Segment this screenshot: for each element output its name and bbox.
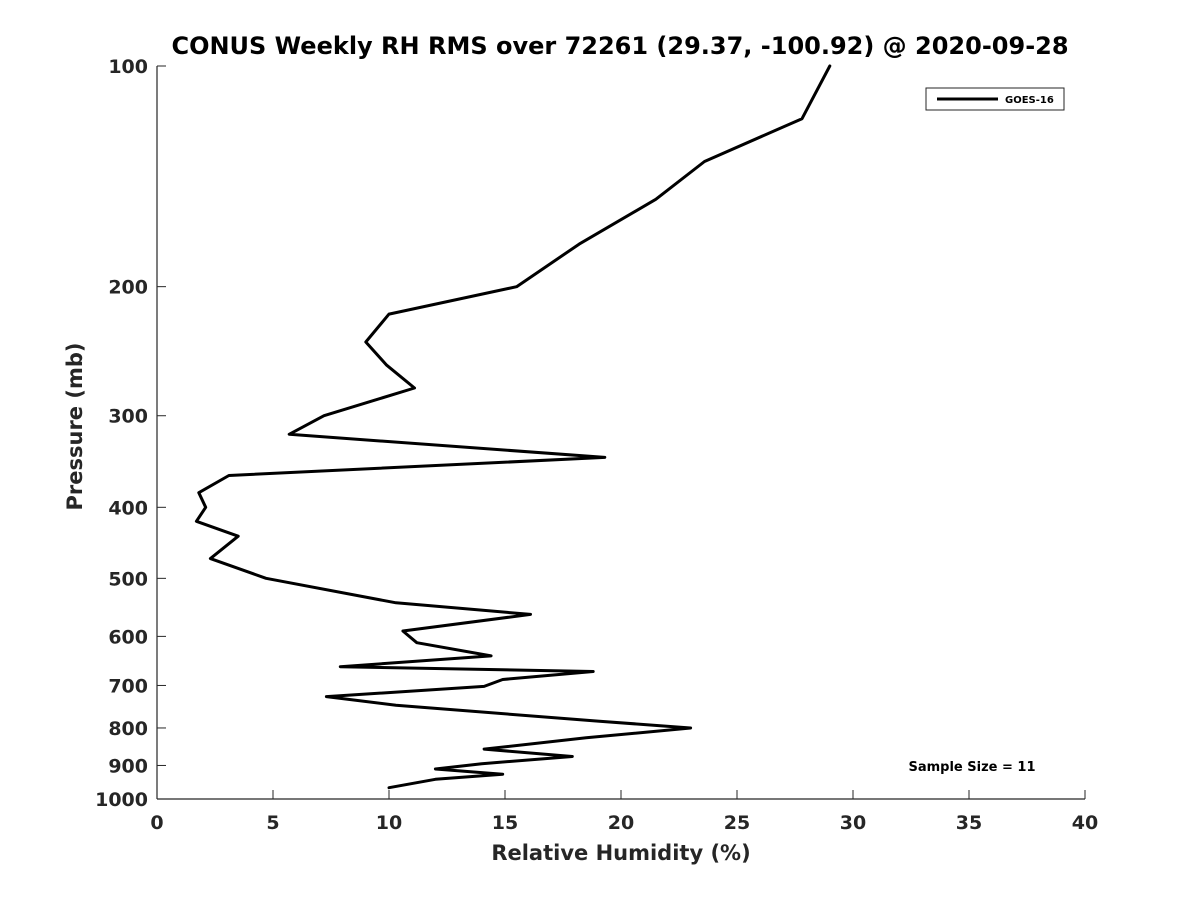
chart-title: CONUS Weekly RH RMS over 72261 (29.37, -… (171, 32, 1068, 60)
y-tick-label: 900 (108, 755, 148, 777)
x-axis-label: Relative Humidity (%) (491, 841, 750, 865)
y-tick-label: 100 (108, 56, 148, 78)
y-tick-label: 400 (108, 497, 148, 519)
x-tick-label: 0 (150, 812, 163, 834)
x-tick-label: 10 (376, 812, 402, 834)
x-tick-label: 20 (608, 812, 634, 834)
series-line (194, 64, 832, 790)
y-tick-label: 300 (108, 406, 148, 428)
y-tick-label: 700 (108, 675, 148, 697)
x-tick-label: 30 (840, 812, 866, 834)
y-tick-label: 500 (108, 568, 148, 590)
axes: 0 5 10 15 20 25 30 35 40 100 200 300 400 500 600 700 800… (95, 56, 1098, 834)
y-tick-label: 600 (108, 626, 148, 648)
y-tick-label: 800 (108, 718, 148, 740)
y-tick-label: 200 (108, 277, 148, 299)
series-layer (194, 64, 832, 790)
y-axis-label: Pressure (mb) (63, 343, 87, 511)
x-tick-label: 25 (724, 812, 750, 834)
x-tick-label: 15 (492, 812, 518, 834)
legend: GOES-16 (925, 87, 1065, 111)
legend-label: GOES-16 (1005, 95, 1054, 106)
sample-size-annotation: Sample Size = 11 (908, 760, 1035, 775)
x-tick-label: 35 (956, 812, 982, 834)
x-tick-label: 40 (1072, 812, 1098, 834)
x-tick-label: 5 (266, 812, 279, 834)
y-tick-label: 1000 (95, 789, 148, 811)
